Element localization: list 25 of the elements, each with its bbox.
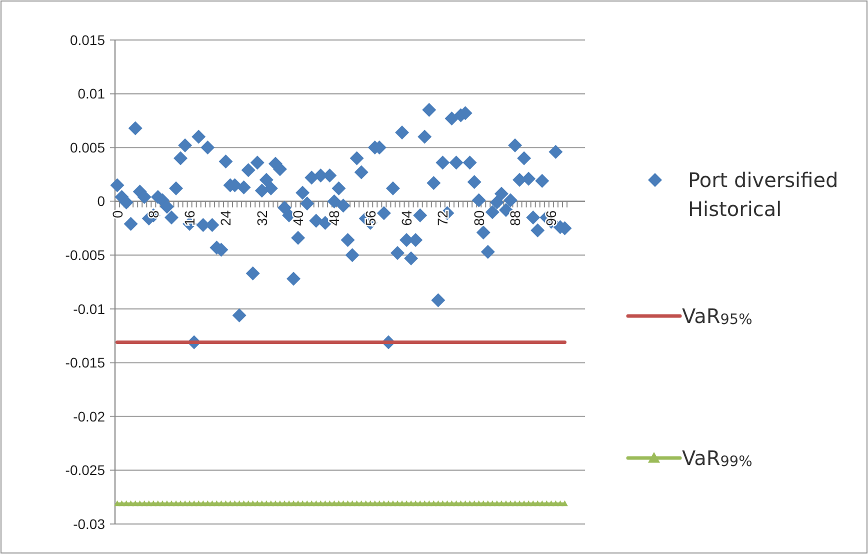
x-tick-label: 56 <box>362 210 378 226</box>
legend-label: VaR95% <box>682 304 752 328</box>
x-tick-label: 0 <box>109 210 126 218</box>
y-tick-label: 0.005 <box>70 139 106 156</box>
y-tick-label: 0.015 <box>70 32 106 48</box>
x-tick-label: 48 <box>326 210 342 226</box>
y-tick-label: -0.02 <box>73 408 106 424</box>
x-tick-label: 72 <box>434 210 451 226</box>
y-tick-label: -0.025 <box>65 462 106 478</box>
y-tick-label: -0.005 <box>65 247 106 264</box>
x-tick-label: 64 <box>398 210 415 226</box>
x-tick-label: 32 <box>254 210 270 226</box>
y-tick-label: 0.01 <box>78 86 106 102</box>
y-tick-label: -0.015 <box>65 354 106 371</box>
y-tick-label: -0.03 <box>73 516 106 532</box>
x-tick-label: 40 <box>290 210 306 226</box>
x-tick-label: 16 <box>182 210 198 226</box>
x-tick-label: 24 <box>218 210 234 226</box>
y-tick-label: -0.01 <box>73 300 106 317</box>
x-tick-label: 96 <box>543 210 560 226</box>
x-tick-label: 8 <box>145 210 162 218</box>
legend-label: VaR99% <box>682 446 752 470</box>
x-tick-label: 80 <box>470 210 487 226</box>
legend-label: Port diversified Historical <box>688 168 838 221</box>
x-tick-label: 88 <box>507 210 524 226</box>
